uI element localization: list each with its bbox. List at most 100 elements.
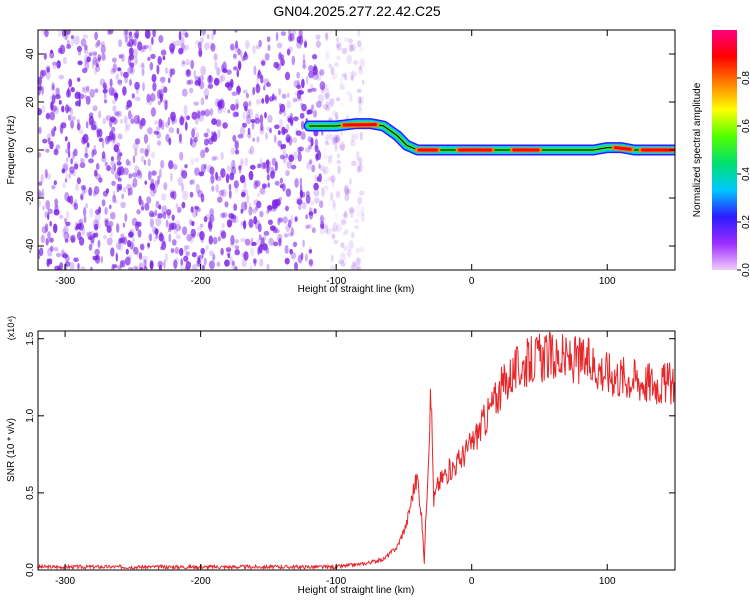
noise-blob — [234, 245, 240, 250]
noise-blob — [74, 163, 79, 170]
noise-blob — [113, 163, 117, 172]
noise-blob — [245, 40, 250, 50]
noise-blob — [237, 133, 244, 139]
noise-blob — [210, 33, 215, 40]
x-tick-label: -100 — [326, 276, 346, 287]
noise-blob — [308, 258, 314, 268]
noise-blob — [100, 41, 106, 47]
noise-blob — [46, 66, 50, 73]
noise-blob — [214, 98, 221, 108]
noise-blob — [323, 147, 328, 154]
noise-blob — [185, 251, 190, 256]
noise-blob — [231, 91, 238, 96]
noise-blob — [112, 264, 118, 269]
noise-blob — [221, 64, 224, 72]
noise-blob — [41, 105, 46, 114]
noise-blob — [189, 179, 193, 186]
noise-blob — [42, 205, 45, 211]
noise-blob — [123, 167, 129, 176]
noise-blob — [120, 70, 123, 77]
noise-blob — [305, 214, 309, 220]
noise-blob — [340, 242, 345, 248]
noise-blob — [254, 113, 260, 121]
noise-blob — [343, 210, 347, 218]
noise-blob — [289, 112, 293, 119]
noise-blob — [149, 218, 154, 228]
noise-blob — [301, 201, 307, 210]
noise-blob — [296, 198, 303, 205]
noise-blob — [95, 63, 99, 68]
noise-blob — [260, 74, 264, 84]
noise-blob — [51, 185, 56, 190]
noise-blob — [61, 105, 65, 113]
noise-blob — [161, 240, 167, 251]
noise-blob — [59, 262, 63, 270]
noise-blob — [310, 137, 314, 147]
noise-blob — [49, 51, 55, 59]
noise-blob — [76, 177, 81, 185]
noise-blob — [211, 185, 215, 192]
noise-blob — [336, 55, 341, 61]
noise-blob — [184, 32, 189, 38]
noise-blob — [266, 36, 271, 43]
noise-blob — [171, 214, 175, 221]
noise-blob — [330, 75, 335, 81]
noise-blob — [89, 207, 93, 218]
noise-blob — [304, 224, 310, 230]
noise-blob — [85, 86, 90, 92]
noise-blob — [82, 86, 85, 93]
noise-blob — [258, 234, 262, 241]
noise-blob — [248, 100, 252, 107]
noise-blob — [94, 212, 101, 223]
noise-blob — [151, 36, 154, 46]
noise-blob — [109, 118, 113, 128]
x-tick-label: 100 — [599, 576, 616, 587]
noise-blob — [80, 38, 87, 47]
noise-blob — [227, 109, 231, 114]
noise-blob — [205, 95, 209, 100]
noise-blob — [124, 30, 128, 36]
noise-blob — [344, 186, 349, 195]
snr-y-ticks: 0.0 0.5 1.0 1.5 — [25, 331, 675, 577]
noise-blob — [305, 190, 310, 197]
noise-blob — [267, 44, 271, 52]
noise-blob — [65, 148, 69, 154]
noise-blob — [306, 109, 311, 115]
noise-blob — [154, 120, 158, 125]
noise-blob — [176, 234, 181, 240]
noise-blob — [335, 111, 339, 119]
noise-blob — [113, 111, 120, 116]
noise-blob — [335, 136, 341, 143]
noise-blob — [263, 85, 266, 91]
noise-blob — [85, 121, 89, 129]
noise-blob — [38, 181, 43, 186]
noise-blob — [288, 30, 292, 35]
noise-blob — [82, 186, 86, 195]
noise-blob — [251, 241, 257, 246]
noise-blob — [68, 78, 73, 88]
noise-blob — [75, 90, 79, 97]
noise-blob — [313, 109, 317, 118]
noise-blob — [79, 162, 86, 169]
noise-blob — [243, 180, 247, 189]
noise-blob — [131, 237, 135, 244]
noise-blob — [49, 245, 54, 252]
noise-blob — [259, 258, 264, 267]
noise-blob — [44, 30, 49, 38]
noise-blob — [139, 147, 145, 154]
ridge-peak-segment — [613, 146, 632, 151]
noise-blob — [285, 170, 290, 177]
noise-blob — [276, 63, 281, 71]
noise-blob — [182, 226, 188, 236]
noise-blob — [78, 218, 84, 226]
noise-blob — [178, 225, 182, 230]
noise-blob — [330, 175, 336, 183]
noise-blob — [110, 212, 116, 220]
noise-blob — [244, 157, 249, 167]
noise-blob — [98, 110, 101, 119]
noise-blob — [222, 105, 226, 113]
noise-blob — [233, 53, 237, 60]
noise-blob — [334, 136, 338, 147]
noise-blob — [356, 163, 360, 172]
noise-blob — [230, 43, 235, 51]
